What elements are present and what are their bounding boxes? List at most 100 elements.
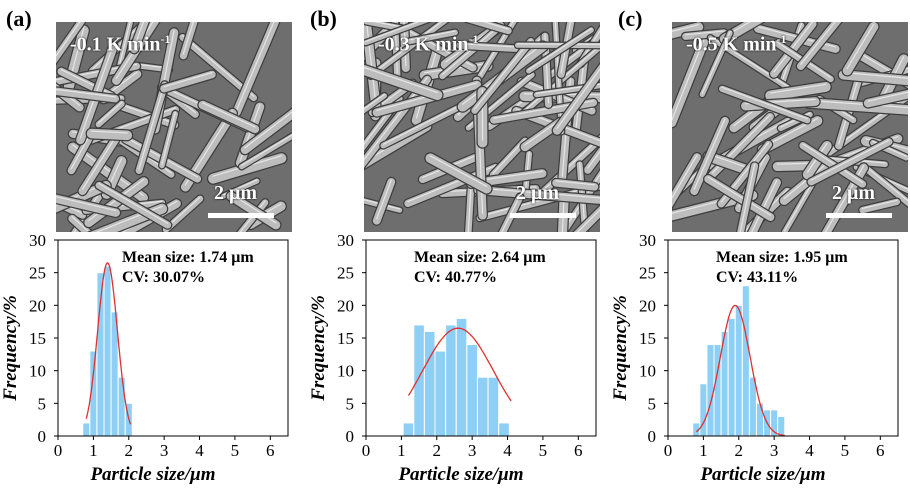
stats-annotation: Mean size: 1.95 μm [716,249,848,266]
y-tick-label: 10 [29,362,46,381]
y-tick-label: 0 [38,427,47,446]
cooling-rate-exponent-c: -1 [777,32,787,46]
x-tick-label: 4 [503,441,512,460]
panel-label-a: (a) [6,6,32,32]
y-tick-label: 20 [29,296,46,315]
scale-bar-label-a: 2 μm [214,182,257,205]
sem-image-c: -0.5 K min-1 2 μm [672,22,908,232]
histogram-bar [83,423,90,436]
histogram-bar [728,318,735,436]
cooling-rate-label-a: -0.1 K min-1 [70,32,171,57]
histogram-a: 0 1 2 3 4 5 6 0 5 10 15 20 25 30 Particle size/μm Frequ… [0,232,300,497]
x-tick-label: 1 [89,441,98,460]
y-axis-label: Frequency/% [308,295,329,402]
y-tick-label: 20 [639,296,656,315]
x-tick-label: 1 [699,441,708,460]
y-tick-label: 30 [29,232,46,250]
histogram-svg-c: 0 1 2 3 4 5 6 0 5 10 15 20 25 30 Particle size/μm Frequ… [610,232,910,492]
histogram-bar [488,377,499,436]
histogram-bar [435,351,446,436]
scale-bar-c [826,213,892,218]
x-tick-label: 1 [397,441,406,460]
sem-image-b: -0.3 K min-1 2 μm [364,22,600,232]
histogram-bar [756,403,763,436]
histogram-bar [778,416,785,436]
y-tick-label: 20 [337,296,354,315]
x-tick-label: 5 [841,441,850,460]
x-tick-label: 0 [54,441,63,460]
x-tick-label: 2 [125,441,134,460]
cooling-rate-label-b: -0.3 K min-1 [378,32,479,57]
histogram-bar [742,286,749,436]
y-tick-label: 5 [648,394,657,413]
cooling-rate-text-b: -0.3 K min [378,34,469,56]
x-axis-label: Particle size/μm [89,464,215,485]
scale-bar-b [510,213,576,218]
histogram-bar [414,325,425,436]
x-tick-label: 3 [770,441,779,460]
x-tick-label: 0 [664,441,673,460]
stats-annotation: Mean size: 2.64 μm [414,249,546,266]
x-tick-label: 0 [362,441,371,460]
histogram-bar [499,423,510,436]
panel-label-b: (b) [310,6,337,32]
y-tick-label: 15 [337,329,354,348]
histogram-b: 0 1 2 3 4 5 6 0 5 10 15 20 25 30 Particle size/μm Frequ… [308,232,608,497]
cooling-rate-label-c: -0.5 K min-1 [686,32,787,57]
y-tick-label: 25 [337,264,354,283]
scale-bar-label-c: 2 μm [832,182,875,205]
histogram-bar [104,266,111,436]
x-tick-label: 4 [805,441,814,460]
histogram-bar [707,345,714,436]
y-tick-label: 30 [337,232,354,250]
stats-annotation: CV: 30.07% [122,269,205,286]
y-tick-label: 10 [337,362,354,381]
y-tick-label: 5 [38,394,47,413]
y-tick-label: 15 [29,329,46,348]
x-tick-label: 3 [160,441,169,460]
stats-annotation: Mean size: 1.74 μm [122,249,254,266]
x-tick-label: 6 [266,441,275,460]
y-tick-label: 10 [639,362,656,381]
y-axis-label: Frequency/% [610,295,631,402]
x-tick-label: 4 [195,441,204,460]
scale-bar-a [208,213,274,218]
cooling-rate-exponent-b: -1 [469,32,479,46]
y-tick-label: 5 [346,394,355,413]
y-tick-label: 25 [639,264,656,283]
histogram-bar [456,318,467,436]
y-tick-label: 30 [639,232,656,250]
histogram-bar [735,305,742,436]
sem-image-a: -0.1 K min-1 2 μm [56,22,292,232]
x-axis-label: Particle size/μm [699,464,825,485]
stats-annotation: CV: 43.11% [716,269,798,286]
histogram-c: 0 1 2 3 4 5 6 0 5 10 15 20 25 30 Particle size/μm Frequ… [610,232,910,497]
cooling-rate-text-a: -0.1 K min [70,34,161,56]
histogram-bar [477,377,488,436]
histogram-bar [424,331,435,436]
histogram-svg-a: 0 1 2 3 4 5 6 0 5 10 15 20 25 30 Particle size/μm Frequ… [0,232,300,492]
x-tick-label: 3 [468,441,477,460]
y-tick-label: 0 [648,427,657,446]
histogram-bar [118,377,125,436]
histogram-bar [700,384,707,436]
sem-rod [92,134,128,136]
x-tick-label: 6 [574,441,583,460]
scale-bar-label-b: 2 μm [516,182,559,205]
x-tick-label: 2 [735,441,744,460]
cooling-rate-exponent-a: -1 [161,32,171,46]
histogram-bar [446,325,457,436]
cooling-rate-text-c: -0.5 K min [686,34,777,56]
x-tick-label: 5 [539,441,548,460]
y-tick-label: 0 [346,427,355,446]
y-tick-label: 25 [29,264,46,283]
x-tick-label: 5 [231,441,240,460]
x-tick-label: 2 [433,441,442,460]
x-axis-label: Particle size/μm [397,464,523,485]
panel-label-c: (c) [618,6,642,32]
histogram-bar [403,423,414,436]
x-tick-label: 6 [876,441,885,460]
y-tick-label: 15 [639,329,656,348]
y-axis-label: Frequency/% [0,295,21,402]
histogram-bar [467,345,478,436]
